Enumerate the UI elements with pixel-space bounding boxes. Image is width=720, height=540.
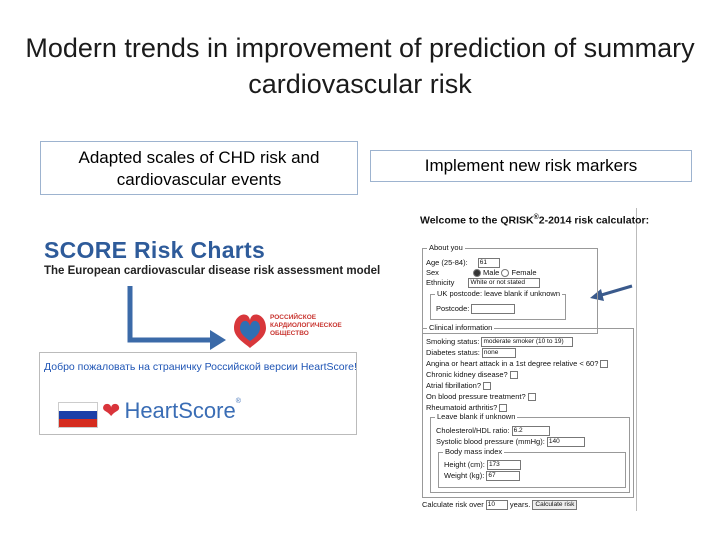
ra-row: Rheumatoid arthritis?: [426, 403, 508, 413]
angina-row: Angina or heart attack in a 1st degree r…: [426, 359, 609, 369]
new-risk-markers-box: Implement new risk markers: [370, 150, 692, 182]
rko-text: РОССИЙСКОЕ КАРДИОЛОГИЧЕСКОЕ ОБЩЕСТВО: [270, 314, 342, 337]
angina-checkbox[interactable]: [600, 360, 609, 369]
heartscore-logo[interactable]: ❤ HeartScore®: [102, 398, 241, 423]
slide-title: Modern trends in improvement of predicti…: [25, 33, 695, 99]
calculate-row: Calculate risk over 10 years. Calculate …: [422, 500, 578, 511]
sex-row: Sex Male Female: [426, 268, 537, 278]
leave-blank-fieldset: Leave blank if unknown: [430, 412, 630, 493]
weight-input[interactable]: 67: [486, 471, 521, 482]
male-radio[interactable]: [472, 269, 481, 278]
diabetes-select[interactable]: none: [481, 348, 516, 359]
heartscore-welcome-link[interactable]: Добро пожаловать на страничку Российской…: [44, 361, 357, 373]
sbp-row: Systolic blood pressure (mmHg): 140: [436, 437, 585, 448]
smoking-row: Smoking status: moderate smoker (10 to 1…: [426, 337, 574, 348]
heartscore-panel: Добро пожаловать на страничку Российской…: [39, 352, 357, 435]
sbp-input[interactable]: 140: [546, 437, 585, 448]
elbow-arrow-head: [210, 330, 226, 350]
clinical-fieldset: Clinical information: [422, 323, 634, 498]
af-row: Atrial fibrillation?: [426, 381, 492, 391]
age-input[interactable]: 61: [477, 258, 500, 269]
score-risk-charts-banner[interactable]: SCORE Risk Charts The European cardiovas…: [44, 236, 381, 278]
ckd-checkbox[interactable]: [509, 371, 518, 380]
cholesterol-input[interactable]: 6.2: [511, 426, 550, 437]
qrisk-calculator: Welcome to the QRISK®2-2014 risk calcula…: [420, 214, 662, 514]
height-input[interactable]: 173: [486, 460, 521, 471]
postcode-input[interactable]: [471, 304, 516, 315]
score-subtitle: The European cardiovascular disease risk…: [44, 265, 381, 277]
russian-cardiology-society-logo[interactable]: [228, 306, 352, 348]
ckd-row: Chronic kidney disease?: [426, 370, 518, 380]
female-radio[interactable]: [501, 269, 510, 278]
height-row: Height (cm): 173: [444, 460, 521, 471]
years-select[interactable]: 10: [485, 500, 508, 511]
marker-arrow: [597, 284, 633, 298]
postcode-fieldset: UK postcode: leave blank if unknown: [430, 289, 566, 320]
weight-row: Weight (kg): 67: [444, 471, 521, 482]
smoking-select[interactable]: moderate smoker (10 to 19): [481, 337, 574, 348]
bp-treatment-row: On blood pressure treatment?: [426, 392, 536, 402]
calculator-border: [636, 208, 637, 511]
elbow-arrow: [127, 286, 212, 343]
calculate-risk-button[interactable]: Calculate risk: [532, 500, 578, 511]
rko-emblem-icon: [234, 314, 266, 348]
ra-checkbox[interactable]: [499, 404, 508, 413]
diabetes-row: Diabetes status: none: [426, 348, 516, 359]
age-row: Age (25-84): 61: [426, 258, 500, 269]
af-checkbox[interactable]: [483, 382, 492, 391]
russian-flag-icon: [58, 402, 98, 428]
bmi-fieldset: Body mass index: [438, 447, 626, 488]
score-title: SCORE Risk Charts: [44, 237, 266, 263]
qrisk-title: Welcome to the QRISK®2-2014 risk calcula…: [420, 214, 650, 227]
postcode-row: Postcode:: [436, 304, 516, 315]
cholesterol-row: Cholesterol/HDL ratio: 6.2: [436, 426, 550, 437]
bp-treatment-checkbox[interactable]: [527, 393, 536, 402]
about-you-fieldset: About you: [422, 243, 598, 334]
adapted-scales-box: Adapted scales of CHD risk and cardiovas…: [40, 141, 358, 195]
heart-icon: ❤: [102, 398, 121, 423]
ethnicity-row: Ethnicity White or not stated: [426, 278, 541, 289]
ethnicity-select[interactable]: White or not stated: [468, 278, 541, 289]
